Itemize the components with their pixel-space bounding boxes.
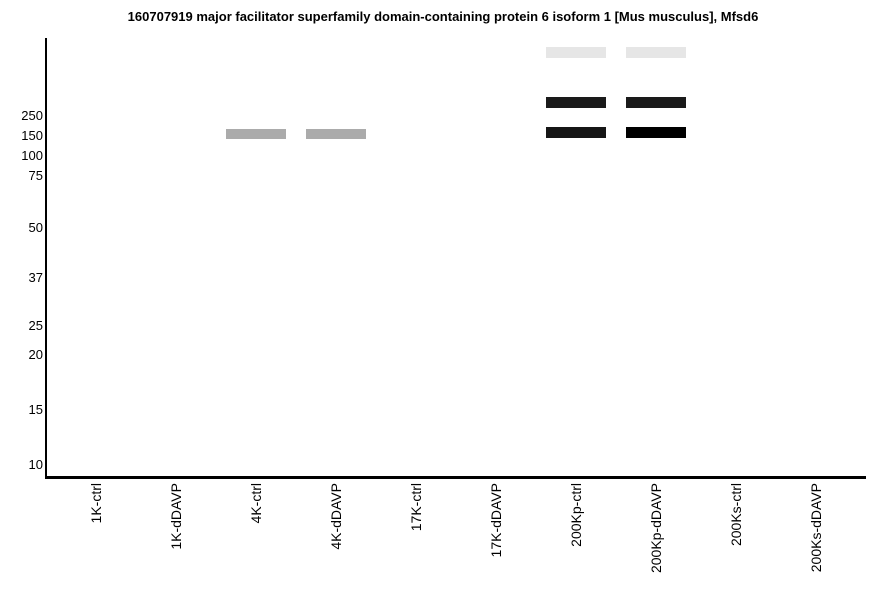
y-tick-label: 250 [21,108,43,123]
gel-band [626,127,686,138]
y-tick-label: 100 [21,148,43,163]
lane-label: 4K-ctrl [248,483,264,524]
gel-band [546,97,606,108]
gel-band [626,97,686,108]
lane-label: 1K-dDAVP [168,483,184,550]
y-tick-label: 15 [28,402,43,417]
lane-label: 1K-ctrl [88,483,104,524]
lane-label: 200Ks-dDAVP [808,483,824,573]
y-tick-label: 150 [21,128,43,143]
y-tick-label: 25 [28,318,43,333]
y-tick-label: 50 [28,220,43,235]
chart-title: 160707919 major facilitator superfamily … [127,9,759,24]
y-axis-line [45,38,47,479]
gel-band [306,129,366,139]
y-tick-label: 75 [28,168,43,183]
x-axis-line [45,476,866,479]
lane-label: 200Kp-ctrl [568,483,584,547]
gel-band [546,127,606,138]
lane-label: 4K-dDAVP [328,483,344,550]
lane-label: 200Ks-ctrl [728,483,744,547]
lane-label: 17K-ctrl [408,483,424,532]
y-tick-label: 37 [28,270,43,285]
lane-label: 200Kp-dDAVP [648,483,664,574]
y-tick-label: 10 [28,457,43,472]
gel-band [546,47,606,58]
gel-band [626,47,686,58]
gel-band [226,129,286,139]
y-tick-label: 20 [28,347,43,362]
lane-label: 17K-dDAVP [488,483,504,558]
